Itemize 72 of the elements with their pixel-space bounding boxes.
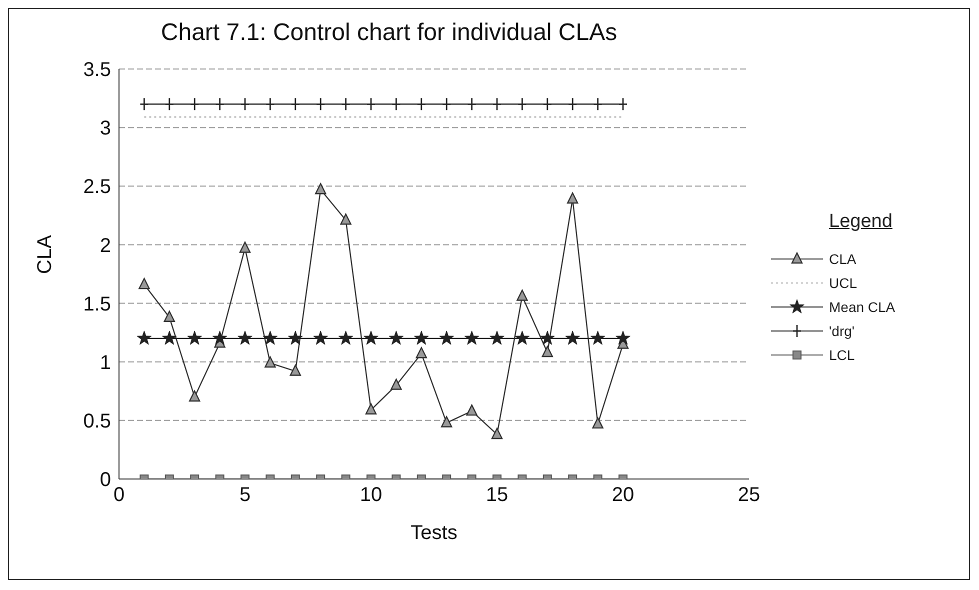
point [416,97,426,111]
x-tick-label: 15 [486,484,508,506]
point [565,330,580,345]
point [290,364,301,376]
point [490,330,504,345]
point [290,97,300,111]
y-tick-label: 0.5 [83,410,111,433]
point [441,416,452,428]
y-tick-label: 2.5 [83,176,111,198]
y-tick-label: 1 [100,352,111,374]
point [542,346,553,358]
legend-label: Mean CLA [829,299,896,315]
y-tick-label: 2 [100,234,111,257]
point [590,330,606,345]
x-tick-label: 10 [360,484,382,506]
y-tick-label: 1.5 [83,293,111,316]
point [313,330,328,345]
point [240,97,250,111]
point [189,390,200,402]
legend-label: LCL [829,347,855,363]
legend-label: CLA [829,251,856,267]
point [567,192,578,204]
point [466,404,478,416]
legend-title: Legend [829,211,894,233]
point [540,330,555,345]
point [288,330,303,345]
point [491,428,503,440]
x-tick-label: 25 [738,484,760,506]
point [315,183,326,194]
point [514,330,530,345]
point [238,330,252,345]
point [239,242,251,253]
x-axis-title: Tests [410,522,458,544]
legend-label: UCL [829,275,858,291]
point [365,403,377,414]
y-axis-title: CLA [34,234,56,274]
y-tick-label: 3 [100,118,111,140]
chart-title: Chart 7.1: Control chart for individual CLAs [160,19,618,47]
point [316,97,326,111]
point [212,330,228,345]
point [442,97,452,111]
point [162,330,177,345]
point [616,330,630,345]
point [138,278,150,290]
y-tick-label: 0 [100,469,111,492]
point [388,330,404,345]
point [592,417,604,429]
point [340,214,352,225]
point [164,310,175,322]
point [187,330,202,345]
point [492,97,502,111]
legend-label: 'drg' [829,323,855,339]
point [338,330,354,345]
point [164,97,174,111]
point [464,330,480,345]
point [190,97,200,111]
point [262,330,278,345]
point [568,97,578,111]
point [439,330,454,345]
point [618,97,628,111]
y-tick-label: 3.5 [83,59,111,82]
point [366,97,376,111]
x-tick-label: 5 [239,484,251,506]
point [136,330,152,345]
point [542,97,552,111]
point [264,356,276,368]
x-tick-label: 20 [612,484,634,506]
point [414,330,429,345]
point [516,290,528,301]
point [364,330,378,345]
point [390,378,402,390]
point [416,347,427,358]
